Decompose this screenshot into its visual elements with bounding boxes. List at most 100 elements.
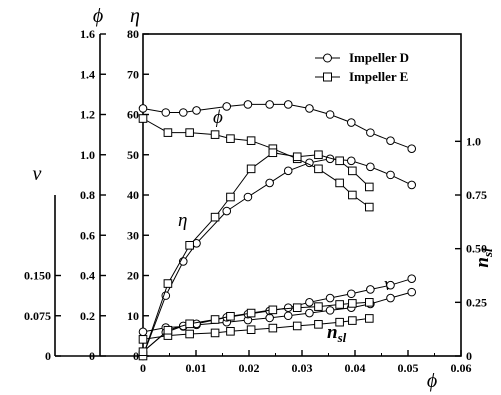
series-nsl-impeller-d-point xyxy=(325,293,335,303)
series-phi-impeller-e-point xyxy=(210,130,220,139)
nu-tick-label: 0.075 xyxy=(24,309,51,323)
phi-tick-label: 0 xyxy=(89,349,95,363)
series-nsl-impeller-d-point xyxy=(305,298,314,307)
x-tick-label: 0.04 xyxy=(345,361,366,375)
series-nu-impeller-d-point xyxy=(386,293,395,303)
series-nsl-impeller-d-point xyxy=(366,285,375,294)
nsl-tick-label: 0.75 xyxy=(466,188,487,202)
series-eta-impeller-e-point xyxy=(210,212,220,222)
curve-label-nsl-main: n xyxy=(327,322,338,343)
series-phi-impeller-e-point xyxy=(226,134,235,143)
series-phi-impeller-e-point xyxy=(365,202,374,212)
eta-axis-symbol: η xyxy=(130,5,140,27)
eta-tick-label: 10 xyxy=(127,309,139,323)
x-tick-label: 0 xyxy=(140,361,146,375)
phi-tick-label: 0.8 xyxy=(80,188,95,202)
series-phi-impeller-d-point xyxy=(265,100,274,109)
eta-tick-label: 0 xyxy=(133,349,139,363)
series-phi-impeller-d-point xyxy=(283,100,293,109)
series-nu-impeller-e-point xyxy=(365,314,374,323)
legend-label-e: Impeller E xyxy=(349,69,408,84)
series-nsl-impeller-e-point xyxy=(185,319,194,329)
series-phi-impeller-d-point xyxy=(243,100,253,109)
eta-tick-label: 20 xyxy=(127,269,139,283)
nsl-tick-label: 0.25 xyxy=(466,295,487,309)
phi-tick-label: 1.4 xyxy=(80,67,95,81)
series-phi-impeller-e-point xyxy=(246,136,256,145)
series-eta-impeller-e-point xyxy=(163,279,173,288)
series-nsl-impeller-e-point xyxy=(163,325,173,335)
series-nu-impeller-e-point xyxy=(268,323,278,333)
series-phi-impeller-d-point xyxy=(366,128,375,137)
nu-axis-symbol: ν xyxy=(33,163,42,185)
series-nu-impeller-e-point xyxy=(348,316,357,325)
series-eta-impeller-d-point xyxy=(386,170,395,180)
nu-tick-label: 0.150 xyxy=(24,269,51,283)
series-eta-impeller-d-point xyxy=(265,178,274,188)
series-phi-impeller-d-point xyxy=(346,118,356,127)
phi-tick-label: 1.2 xyxy=(80,108,95,122)
nu-tick-label: 0 xyxy=(45,349,51,363)
phi-axis-symbol: ϕ xyxy=(93,5,103,27)
series-eta-impeller-d-point xyxy=(407,180,417,190)
x-tick-label: 0.01 xyxy=(186,361,207,375)
series-nsl-impeller-d-point xyxy=(283,303,293,313)
x-tick-label: 0.05 xyxy=(398,361,419,375)
phi-tick-label: 0.6 xyxy=(80,228,95,242)
series-phi-impeller-e-point xyxy=(335,178,344,188)
series-eta-impeller-e-point xyxy=(314,150,323,160)
series-nu-impeller-e-point xyxy=(314,320,323,329)
legend: Impeller D Impeller E xyxy=(315,50,409,84)
eta-tick-label: 60 xyxy=(127,108,139,122)
series-nsl-impeller-e-point xyxy=(314,302,323,311)
eta-tick-label: 40 xyxy=(127,188,139,202)
series-nu-impeller-d-point xyxy=(138,327,148,337)
nsl-axis-symbol-main: n xyxy=(472,257,493,268)
series-nu-impeller-d-point xyxy=(265,313,274,323)
series-nu-impeller-e-point xyxy=(246,325,256,335)
series-nsl-impeller-d-point xyxy=(386,280,395,290)
series-nsl-impeller-e-point xyxy=(246,308,256,318)
series-nu-impeller-e-point xyxy=(185,329,194,339)
eta-tick-label: 30 xyxy=(127,228,139,242)
series-phi-impeller-e-point xyxy=(348,190,357,200)
legend-label-d: Impeller D xyxy=(349,50,409,65)
curve-label-nsl-sub: sl xyxy=(337,330,347,345)
series-nsl-impeller-e-point xyxy=(335,300,344,309)
eta-tick-label: 50 xyxy=(127,148,139,162)
series-eta-impeller-d-point xyxy=(243,192,253,202)
series-eta-impeller-e-point xyxy=(348,166,357,176)
series-phi-impeller-d-point xyxy=(192,106,201,115)
series-nu-impeller-d-point xyxy=(325,306,335,315)
legend-marker-square xyxy=(323,72,332,82)
phi-tick-label: 1.0 xyxy=(80,148,95,162)
series-eta-impeller-e-point xyxy=(365,182,374,192)
phi-tick-label: 1.6 xyxy=(80,27,95,41)
eta-tick-label: 70 xyxy=(127,67,139,81)
x-tick-label: 0.06 xyxy=(451,361,472,375)
series-phi-impeller-e-point xyxy=(138,114,148,123)
curve-label-nsl: nsl xyxy=(327,322,347,345)
series-phi-impeller-e-point xyxy=(314,164,323,174)
series-phi-impeller-d-point xyxy=(222,102,232,111)
ticks-layer: 0 0.01 0.02 0.03 0.04 0.05 0.0600.20.40.60.81.… xyxy=(24,27,487,375)
series-nu-impeller-d-point xyxy=(305,308,314,318)
series-nsl-impeller-e-point xyxy=(210,315,220,324)
series-phi-impeller-d-point xyxy=(386,136,395,145)
phi-tick-label: 0.2 xyxy=(80,309,95,323)
series-eta-impeller-e-point xyxy=(246,164,256,174)
series-phi-impeller-d-point xyxy=(407,144,417,154)
series-nu-impeller-d-point xyxy=(283,311,293,321)
series-eta-impeller-d-point xyxy=(366,162,375,172)
series-nsl-impeller-e-point xyxy=(138,347,148,357)
series-eta-impeller-d-point xyxy=(283,166,293,176)
series-nsl-impeller-e-point xyxy=(292,303,302,312)
series-nu-impeller-e-point xyxy=(335,317,344,327)
series-phi-impeller-d-point xyxy=(325,110,335,119)
series-eta-impeller-e-point xyxy=(185,241,194,250)
series-eta-impeller-e-point xyxy=(292,152,302,162)
x-axis-label: ϕ xyxy=(427,370,437,392)
series-eta-impeller-e-point xyxy=(226,192,235,202)
